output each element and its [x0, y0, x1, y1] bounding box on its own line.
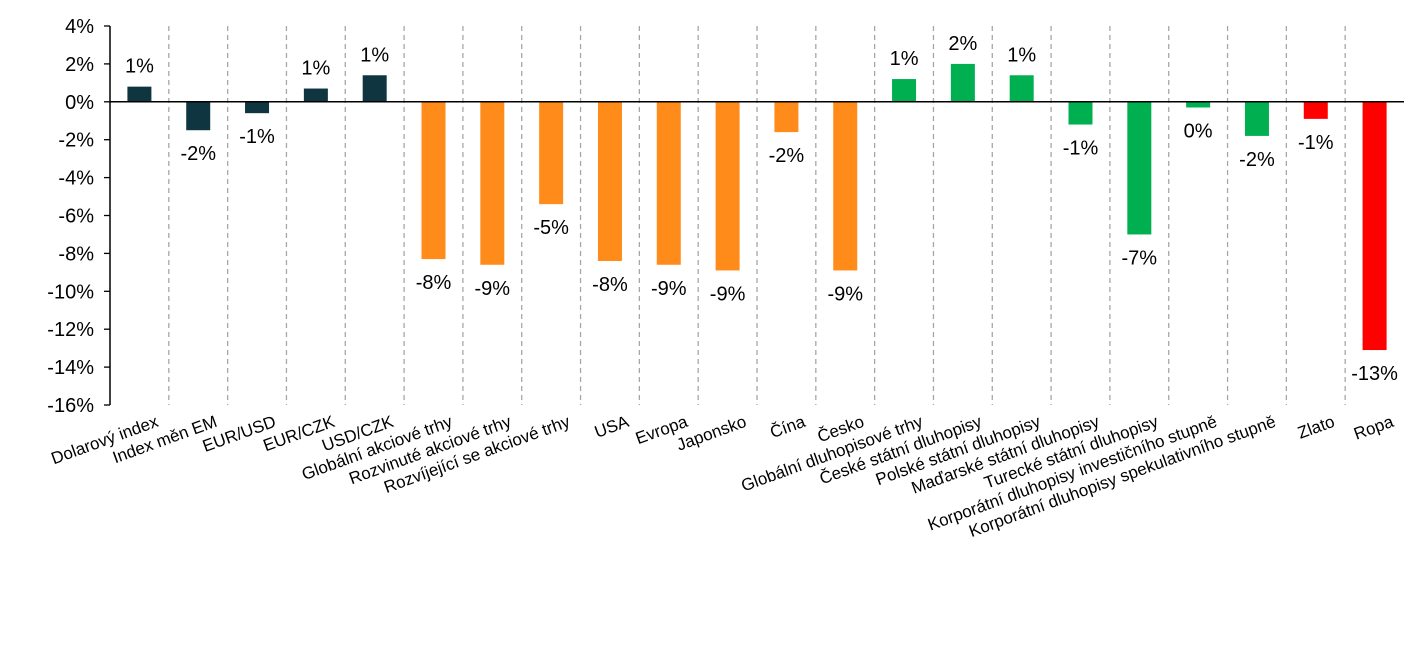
data-label: -9%: [827, 283, 863, 305]
category-label: Čína: [768, 412, 809, 442]
bar: [715, 101, 740, 271]
data-label: -2%: [180, 143, 216, 165]
y-tick-label: 4%: [65, 16, 94, 38]
bar: [1303, 101, 1328, 119]
bar: [303, 88, 328, 102]
bar: [1009, 75, 1034, 102]
y-tick-label: -6%: [58, 206, 94, 228]
y-tick-label: -2%: [58, 130, 94, 152]
category-label: Zlato: [1295, 412, 1337, 443]
data-label: 1%: [125, 56, 154, 78]
y-tick-label: -10%: [47, 281, 94, 303]
y-tick-label: 2%: [65, 54, 94, 76]
bar: [1244, 101, 1269, 136]
bar: [1068, 101, 1093, 125]
data-label: 1%: [301, 58, 330, 80]
data-label: -1%: [1063, 138, 1099, 160]
data-label: -9%: [651, 278, 687, 300]
y-tick-labels: 4% 2% 0% -2% -4% -6% -8% -10% -12% -14% -16%: [47, 16, 110, 417]
data-label: -8%: [592, 274, 628, 296]
y-tick-label: -14%: [47, 357, 94, 379]
data-label: -5%: [533, 217, 569, 239]
data-label: -9%: [475, 278, 511, 300]
data-labels: 1% -2% -1% 1% 1% -8% -9% -5% -8% -9% -9% -2% -9% 1% 2%…: [125, 33, 1398, 385]
data-label: 1%: [360, 44, 389, 66]
bar: [539, 101, 564, 205]
bar: [892, 79, 917, 102]
y-tick-label: -16%: [47, 395, 94, 417]
category-label: Ropa: [1351, 412, 1396, 444]
bar: [656, 101, 681, 265]
bar: [421, 101, 446, 260]
bar: [1186, 101, 1211, 108]
bar: [362, 75, 387, 102]
data-label: -1%: [239, 126, 275, 148]
data-label: 1%: [1007, 44, 1036, 66]
data-label: 2%: [948, 33, 977, 55]
data-label: -8%: [416, 272, 452, 294]
bar: [245, 101, 270, 114]
data-label: -13%: [1351, 363, 1398, 385]
data-label: -2%: [1239, 149, 1275, 171]
separator-lines: [168, 26, 1346, 405]
data-label: -9%: [710, 283, 746, 305]
y-tick-label: -8%: [58, 243, 94, 265]
bar: [480, 101, 505, 265]
data-label: -7%: [1122, 247, 1158, 269]
y-tick-label: -4%: [58, 168, 94, 190]
bar: [186, 101, 211, 131]
bar: [1362, 101, 1387, 351]
data-label: 0%: [1184, 120, 1213, 142]
bar: [127, 86, 152, 102]
category-label: USA: [592, 412, 632, 442]
data-label: 1%: [890, 48, 919, 70]
data-label: -2%: [769, 145, 805, 167]
bars: [127, 63, 1387, 351]
data-label: -1%: [1298, 132, 1334, 154]
y-tick-label: -12%: [47, 319, 94, 341]
bar: [1127, 101, 1152, 235]
bar: [833, 101, 858, 271]
bar: [950, 63, 975, 102]
bar: [597, 101, 622, 261]
y-tick-label: 0%: [65, 92, 94, 114]
bar: [774, 101, 799, 133]
